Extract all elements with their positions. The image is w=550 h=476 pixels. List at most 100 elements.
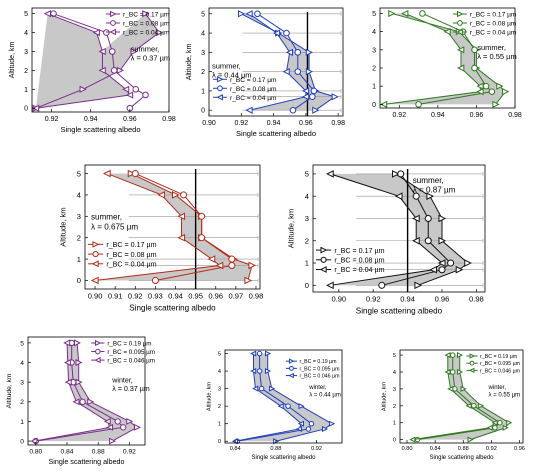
data-point — [412, 214, 420, 223]
legend-label: r_BC = 0.04 µm — [230, 95, 277, 102]
x-tick-label: 0.92 — [366, 295, 381, 304]
y-tick-label: 3 — [372, 47, 376, 54]
legend-label: r_BC = 0.19 µm — [107, 340, 151, 347]
data-point — [301, 87, 310, 95]
x-tick-label: 0.98 — [508, 112, 522, 119]
y-axis-label: Altitude, km — [287, 209, 296, 248]
data-point — [401, 9, 409, 18]
data-point — [72, 398, 80, 406]
data-point — [180, 191, 188, 199]
x-tick-label: 0.84 — [230, 446, 241, 452]
x-tick-label: 0.92 — [311, 446, 322, 452]
legend-label: r_BC = 0.08 µm — [230, 86, 277, 93]
y-tick-label: 1 — [20, 419, 24, 426]
data-point — [305, 48, 314, 56]
data-point — [457, 368, 464, 376]
legend-marker — [457, 10, 464, 18]
data-point — [443, 28, 451, 36]
data-point — [245, 106, 253, 114]
data-point — [228, 261, 236, 270]
legend-label: r_BC = 0.04 µm — [106, 261, 156, 269]
data-point — [228, 255, 236, 263]
data-point — [447, 385, 454, 392]
x-axis-label: Single scattering albedo — [236, 129, 316, 138]
data-point — [488, 88, 496, 95]
data-point — [438, 214, 447, 223]
legend-label: r_BC = 0.17 µm — [334, 247, 384, 255]
data-point — [79, 398, 86, 405]
y-tick-label: 1 — [24, 87, 28, 94]
data-point — [295, 425, 303, 433]
legend-marker — [320, 256, 327, 263]
x-tick-label: 0.88 — [270, 446, 281, 452]
data-point — [108, 48, 116, 55]
data-point — [394, 192, 403, 201]
x-tick-label: 0.90 — [331, 295, 346, 304]
data-point — [264, 368, 272, 375]
x-axis-label: Single scattering albedo — [60, 125, 140, 134]
annotation-text: λ = 0.675 µm — [91, 222, 138, 231]
data-point — [457, 46, 465, 54]
axes-frame — [27, 336, 146, 446]
data-point — [64, 359, 71, 366]
annotation-text: winter, — [488, 385, 507, 391]
chart-panel: 0.90 0.92 0.94 0.96 0.98 0 1 2 3 4 5 Single scatter… — [287, 164, 486, 316]
y-tick-label: 2 — [372, 66, 376, 73]
y-tick-label: 0 — [77, 276, 81, 285]
y-tick-label: 2 — [77, 233, 81, 242]
data-point — [294, 68, 302, 75]
x-tick-label: 0.90 — [202, 120, 216, 127]
data-point — [438, 236, 447, 245]
x-tick-label: 0.91 — [108, 292, 123, 301]
data-point — [415, 101, 422, 108]
y-tick-label: 3 — [393, 387, 396, 393]
annotation-text: λ = 0.44 µm — [212, 70, 252, 79]
data-point — [114, 418, 121, 425]
y-tick-label: 4 — [393, 370, 396, 376]
legend-marker — [216, 94, 223, 101]
data-point — [122, 85, 130, 93]
y-tick-label: 5 — [305, 170, 309, 179]
axes-frame — [399, 349, 524, 444]
data-point — [326, 281, 334, 290]
data-point — [476, 88, 484, 96]
x-axis-label: Single scattering albedo — [251, 455, 316, 461]
annotation-text: λ = 0.55 µm — [489, 392, 521, 398]
legend-marker — [95, 339, 102, 347]
axes-frame — [379, 7, 516, 109]
x-axis-label: Single scattering albedo — [49, 458, 125, 466]
y-tick-label: 3 — [218, 387, 221, 393]
legend-marker — [468, 367, 475, 374]
data-point — [171, 191, 180, 199]
x-tick-label: 0.94 — [400, 295, 415, 304]
data-point — [478, 402, 485, 409]
x-tick-label: 0.92 — [123, 449, 136, 456]
x-tick-label: 0.88 — [458, 446, 469, 452]
data-point — [476, 82, 484, 90]
data-point — [237, 10, 246, 18]
legend-marker — [92, 240, 100, 248]
data-point — [125, 91, 134, 99]
annotation-text: λ = 0.44 µm — [309, 392, 341, 398]
y-tick-label: 4 — [77, 191, 81, 200]
data-point — [414, 281, 423, 290]
data-point — [471, 403, 477, 409]
legend-label: r_BC = 0.08 µm — [334, 257, 384, 265]
y-tick-label: 3 — [24, 49, 28, 56]
data-point — [43, 10, 51, 18]
y-tick-label: 1 — [218, 422, 221, 428]
y-tick-label: 0 — [201, 108, 205, 115]
y-tick-label: 1 — [372, 84, 376, 91]
data-point — [132, 86, 140, 93]
x-tick-label: 0.94 — [168, 292, 183, 301]
y-tick-label: 0 — [393, 438, 396, 444]
legend-label: r_BC = 0.17 µm — [230, 77, 277, 84]
data-point — [31, 104, 40, 112]
annotation-text: λ = 0.37 µm — [131, 54, 171, 63]
data-point — [449, 369, 456, 375]
data-point — [419, 10, 426, 17]
data-point — [244, 276, 253, 285]
data-point — [127, 169, 136, 178]
x-tick-label: 0.98 — [469, 295, 484, 304]
